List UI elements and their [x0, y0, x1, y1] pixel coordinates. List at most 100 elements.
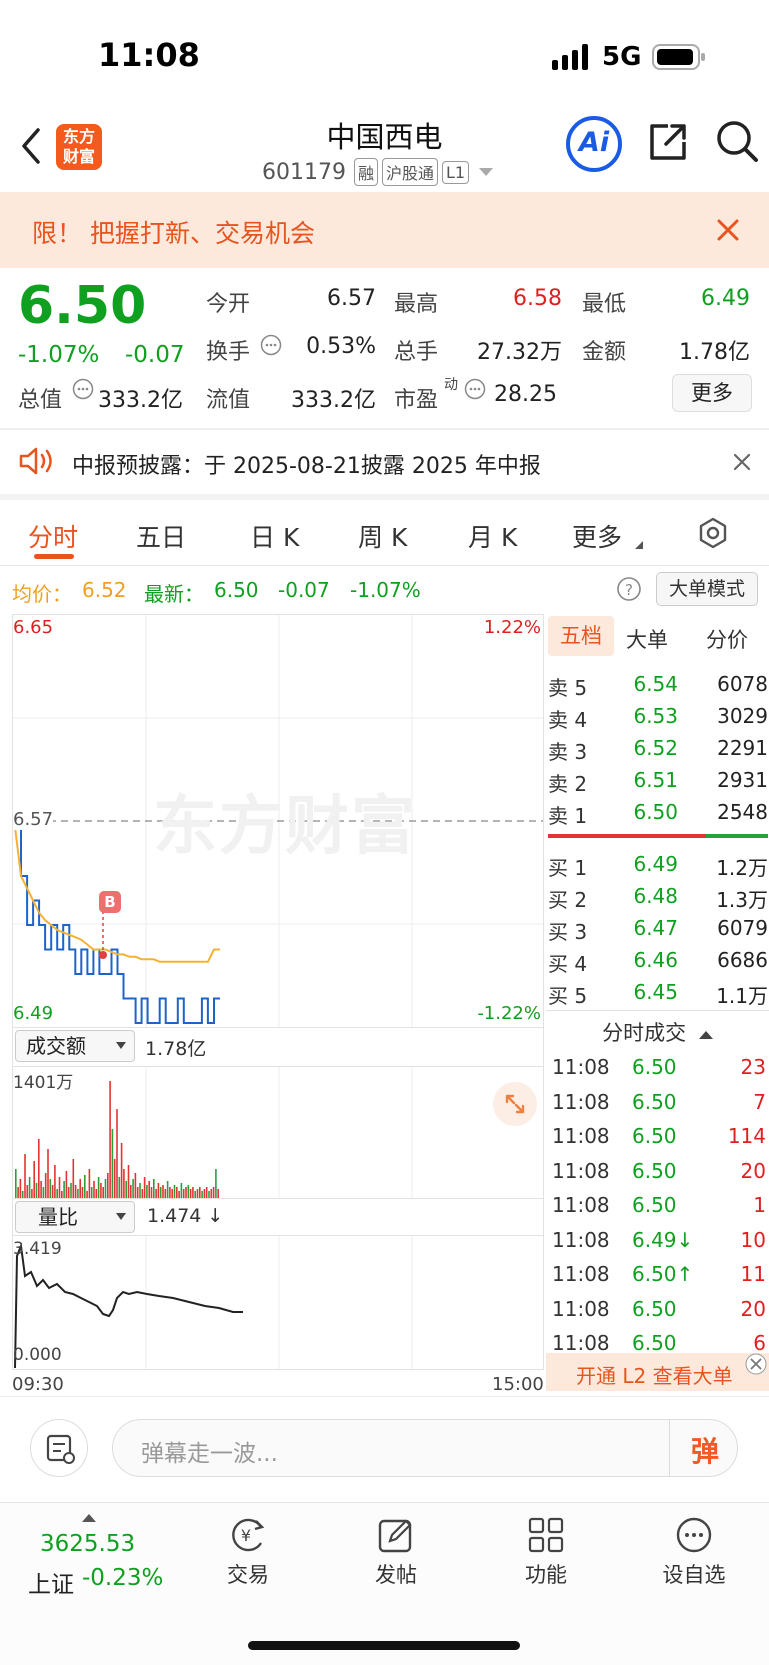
- tick-vol: 11: [740, 1262, 766, 1286]
- turnover-info-icon[interactable]: [260, 334, 282, 356]
- nav-trade[interactable]: ¥ 交易: [208, 1515, 288, 1595]
- share-icon[interactable]: [646, 120, 690, 164]
- pe-info-icon[interactable]: [464, 378, 486, 400]
- danmu-icon[interactable]: 弹: [691, 1430, 719, 1470]
- big-order-mode-button[interactable]: 大单模式: [656, 572, 758, 606]
- volume-selector[interactable]: 成交额: [15, 1030, 135, 1062]
- nav-watchlist[interactable]: 设自选: [654, 1515, 734, 1595]
- nav-function[interactable]: 功能: [506, 1515, 586, 1595]
- time-start-label: 09:30: [12, 1374, 64, 1395]
- sell-row[interactable]: 卖 2 6.51 2931: [548, 766, 768, 796]
- tab-active-underline: [34, 554, 74, 559]
- search-icon[interactable]: [714, 118, 760, 164]
- ratio-selector[interactable]: 量比: [15, 1201, 135, 1233]
- tick-vol: 7: [753, 1089, 766, 1114]
- expand-icon[interactable]: [493, 1082, 537, 1126]
- trade-icon: ¥: [232, 1518, 265, 1552]
- sell-row[interactable]: 卖 4 6.53 3029: [548, 702, 768, 732]
- volume-bar: [118, 1177, 121, 1198]
- buy-row-price: 6.46: [633, 948, 678, 972]
- buy-row[interactable]: 买 2 6.48 1.3万: [548, 882, 768, 912]
- tab-rik[interactable]: 日 K: [250, 523, 300, 552]
- volume-bar: [90, 1187, 93, 1198]
- sell-row-label: 卖 2: [548, 772, 588, 796]
- tick-title[interactable]: 分时成交: [546, 1017, 769, 1047]
- tab-yuek[interactable]: 月 K: [468, 523, 518, 552]
- settings-icon[interactable]: [696, 516, 730, 550]
- tab-more-arrow-icon: [634, 540, 644, 550]
- mktcap-info-icon[interactable]: [72, 378, 94, 400]
- buy-row-price: 6.48: [633, 884, 678, 908]
- comment-input[interactable]: 弹幕走一波... 弹: [112, 1419, 738, 1477]
- promo-banner[interactable]: 限！ 把握打新、交易机会: [0, 192, 769, 268]
- volume-bar: [194, 1191, 196, 1198]
- intraday-chart[interactable]: 东方财富 6.65 1.22% 6.57 6.49 -1.22% B: [12, 614, 544, 1028]
- turnover-label: 换手: [206, 340, 251, 365]
- index-widget[interactable]: 3625.53 上证 -0.23%: [20, 1509, 180, 1599]
- index-value: 3625.53: [40, 1531, 136, 1557]
- promo-close-icon[interactable]: [716, 218, 740, 242]
- volume-bar: [81, 1187, 84, 1198]
- buy-marker[interactable]: B: [99, 891, 121, 913]
- ai-button[interactable]: Ai: [566, 116, 622, 172]
- sell-row[interactable]: 卖 1 6.50 2548: [548, 798, 768, 828]
- volume-bar: [15, 1169, 17, 1198]
- ob-tab-wudang[interactable]: 五档: [548, 616, 614, 656]
- volume-bar: [132, 1179, 134, 1198]
- buy-row-vol: 6079: [717, 916, 768, 940]
- latest-label: 最新：: [144, 582, 204, 606]
- sell-row[interactable]: 卖 5 6.54 6078: [548, 670, 768, 700]
- tab-more[interactable]: 更多: [572, 523, 623, 552]
- tick-price: 6.50: [632, 1158, 677, 1183]
- stock-code-row[interactable]: 601179 融 沪股通 L1: [262, 158, 494, 186]
- ratio-max-label: 3.419: [13, 1239, 62, 1259]
- sell-row-vol: 3029: [717, 704, 768, 728]
- l2-close-icon[interactable]: [745, 1353, 767, 1375]
- buy-row-label: 买 2: [548, 888, 588, 912]
- buy-row-vol: 1.2万: [716, 856, 768, 880]
- notice-close-icon[interactable]: [732, 452, 752, 472]
- buy-row[interactable]: 买 1 6.49 1.2万: [548, 850, 768, 880]
- help-icon[interactable]: ?: [616, 576, 642, 602]
- index-change: -0.23%: [82, 1565, 164, 1591]
- app-logo[interactable]: 东方 财富: [56, 124, 102, 170]
- tick-time: 11:08: [552, 1193, 610, 1217]
- ob-tab-dadan[interactable]: 大单: [626, 628, 668, 652]
- change-pct: -1.07%: [18, 342, 100, 368]
- volume-bar: [120, 1143, 123, 1198]
- tab-wuri[interactable]: 五日: [136, 523, 187, 552]
- float-value: 333.2亿: [291, 388, 376, 413]
- volume-bar: [123, 1169, 125, 1198]
- volume-bar: [153, 1179, 155, 1198]
- divider: [0, 428, 769, 430]
- buy-row-price: 6.45: [633, 980, 678, 1004]
- buy-row-label: 买 5: [548, 984, 588, 1008]
- notice-bar[interactable]: 中报预披露：于 2025-08-21披露 2025 年中报: [0, 430, 769, 494]
- back-icon[interactable]: [18, 126, 44, 166]
- ratio-chart[interactable]: 量比 1.474 ↓ 3.419 0.000: [12, 1198, 544, 1370]
- volume-chart[interactable]: 成交额 1.78亿 1401万: [12, 1028, 544, 1198]
- l2-banner[interactable]: 开通 L2 查看大单: [546, 1353, 769, 1391]
- buy-row[interactable]: 买 5 6.45 1.1万: [548, 978, 768, 1008]
- comment-list-icon[interactable]: [30, 1419, 88, 1477]
- more-button[interactable]: 更多: [672, 374, 752, 412]
- sell-row-vol: 2548: [717, 800, 768, 824]
- tick-time: 11:08: [552, 1227, 610, 1252]
- sell-row[interactable]: 卖 3 6.52 2291: [548, 734, 768, 764]
- volume-bar: [100, 1183, 102, 1198]
- nav-post[interactable]: 发帖: [356, 1515, 436, 1595]
- order-book: 五档 大单 分价 卖 5 6.54 6078 卖 4 6.53 3029 卖 3…: [546, 614, 769, 1010]
- time-end-label: 15:00: [492, 1374, 544, 1395]
- ob-tab-fenjia[interactable]: 分价: [706, 628, 748, 652]
- tab-fenshi[interactable]: 分时: [28, 523, 79, 552]
- pe-value: 28.25: [494, 382, 557, 407]
- volume-bar: [166, 1181, 169, 1198]
- volume-bar: [19, 1179, 22, 1198]
- buy-row[interactable]: 买 4 6.46 6686: [548, 946, 768, 976]
- volume-value: 27.32万: [477, 340, 562, 365]
- comment-bar: 弹幕走一波... 弹: [0, 1396, 769, 1502]
- dropdown-icon[interactable]: [479, 167, 494, 177]
- stock-title[interactable]: 中国西电: [326, 120, 443, 154]
- tab-zhouk[interactable]: 周 K: [358, 523, 408, 552]
- buy-row[interactable]: 买 3 6.47 6079: [548, 914, 768, 944]
